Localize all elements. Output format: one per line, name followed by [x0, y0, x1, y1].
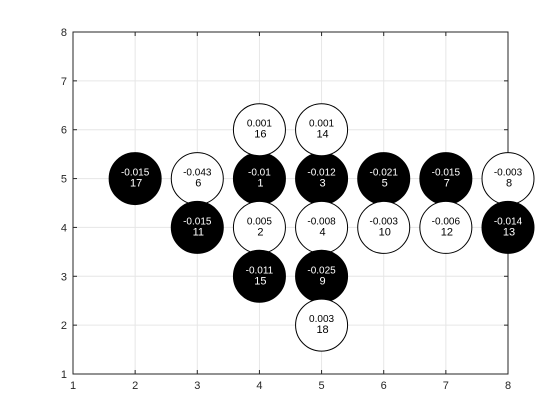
node-id-label: 6: [195, 178, 201, 190]
x-tick-label: 2: [132, 380, 138, 392]
x-tick-label: 6: [381, 380, 387, 392]
x-tick-label: 1: [70, 380, 76, 392]
x-tick-label: 5: [319, 380, 325, 392]
node-id-label: 5: [382, 178, 388, 190]
node-id-label: 7: [444, 178, 450, 190]
node-id-label: 13: [503, 226, 515, 238]
node-id-label: 15: [254, 275, 266, 287]
node-id-label: 16: [254, 129, 266, 141]
y-tick-label: 3: [61, 271, 67, 283]
y-tick-label: 1: [61, 369, 67, 381]
x-tick-label: 7: [443, 380, 449, 392]
node-id-label: 9: [320, 275, 326, 287]
y-tick-label: 4: [61, 222, 67, 234]
node-id-label: 11: [193, 226, 204, 238]
node-id-label: 1: [257, 178, 263, 190]
node-id-label: 14: [316, 129, 328, 141]
y-tick-label: 7: [61, 76, 67, 88]
node-id-label: 3: [320, 178, 326, 190]
x-tick-label: 3: [194, 380, 200, 392]
node-id-label: 8: [506, 178, 512, 190]
x-tick-label: 8: [505, 380, 511, 392]
y-tick-label: 2: [61, 320, 67, 332]
y-tick-label: 6: [61, 125, 67, 137]
y-tick-label: 5: [61, 174, 67, 186]
x-tick-label: 4: [256, 380, 262, 392]
node-id-label: 12: [441, 226, 453, 238]
node-id-label: 18: [316, 324, 328, 336]
node-id-label: 2: [257, 226, 263, 238]
node-1: -0.011: [233, 153, 285, 205]
node-id-label: 10: [379, 226, 391, 238]
y-tick-label: 8: [61, 27, 67, 39]
node-id-label: 17: [130, 178, 142, 190]
node-id-label: 4: [320, 226, 326, 238]
